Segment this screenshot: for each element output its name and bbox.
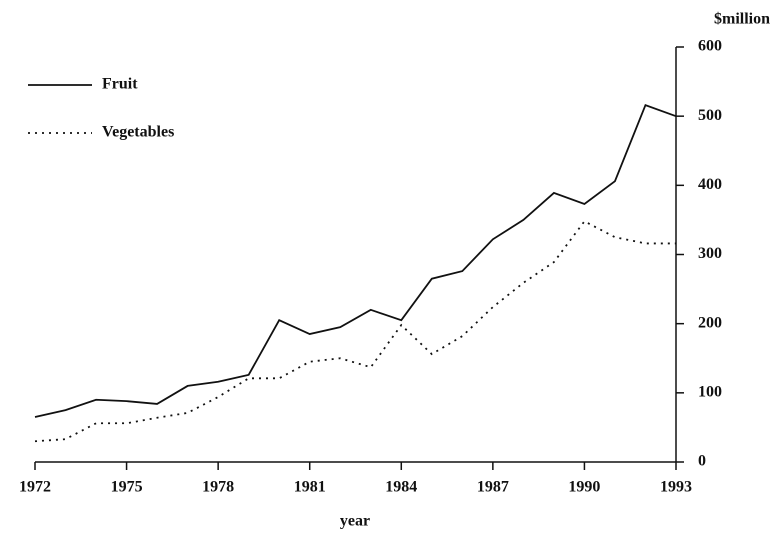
series-line (34, 220, 676, 443)
x-tick-label: 1990 (568, 479, 600, 496)
x-axis-label: year (340, 513, 370, 530)
x-tick-label: 1981 (294, 479, 326, 496)
x-tick-label: 1978 (202, 479, 234, 496)
x-tick-label: 1972 (19, 479, 51, 496)
y-tick-label: 300 (698, 245, 722, 262)
x-tick-label: 1975 (111, 479, 143, 496)
series-line (34, 103, 677, 418)
x-tick-label: 1984 (385, 479, 417, 496)
y-tick-label: 100 (698, 384, 722, 401)
y-tick-label: 500 (698, 107, 722, 124)
y-tick-label: 600 (698, 38, 722, 55)
legend-label: Vegetables (102, 124, 174, 141)
y-tick-label: 200 (698, 314, 722, 331)
x-tick-label: 1987 (477, 479, 509, 496)
legend-label: Fruit (102, 76, 138, 93)
y-tick-label: 0 (698, 453, 706, 470)
y-axis-label: $million (714, 11, 770, 28)
y-tick-label: 400 (698, 176, 722, 193)
x-tick-label: 1993 (660, 479, 692, 496)
